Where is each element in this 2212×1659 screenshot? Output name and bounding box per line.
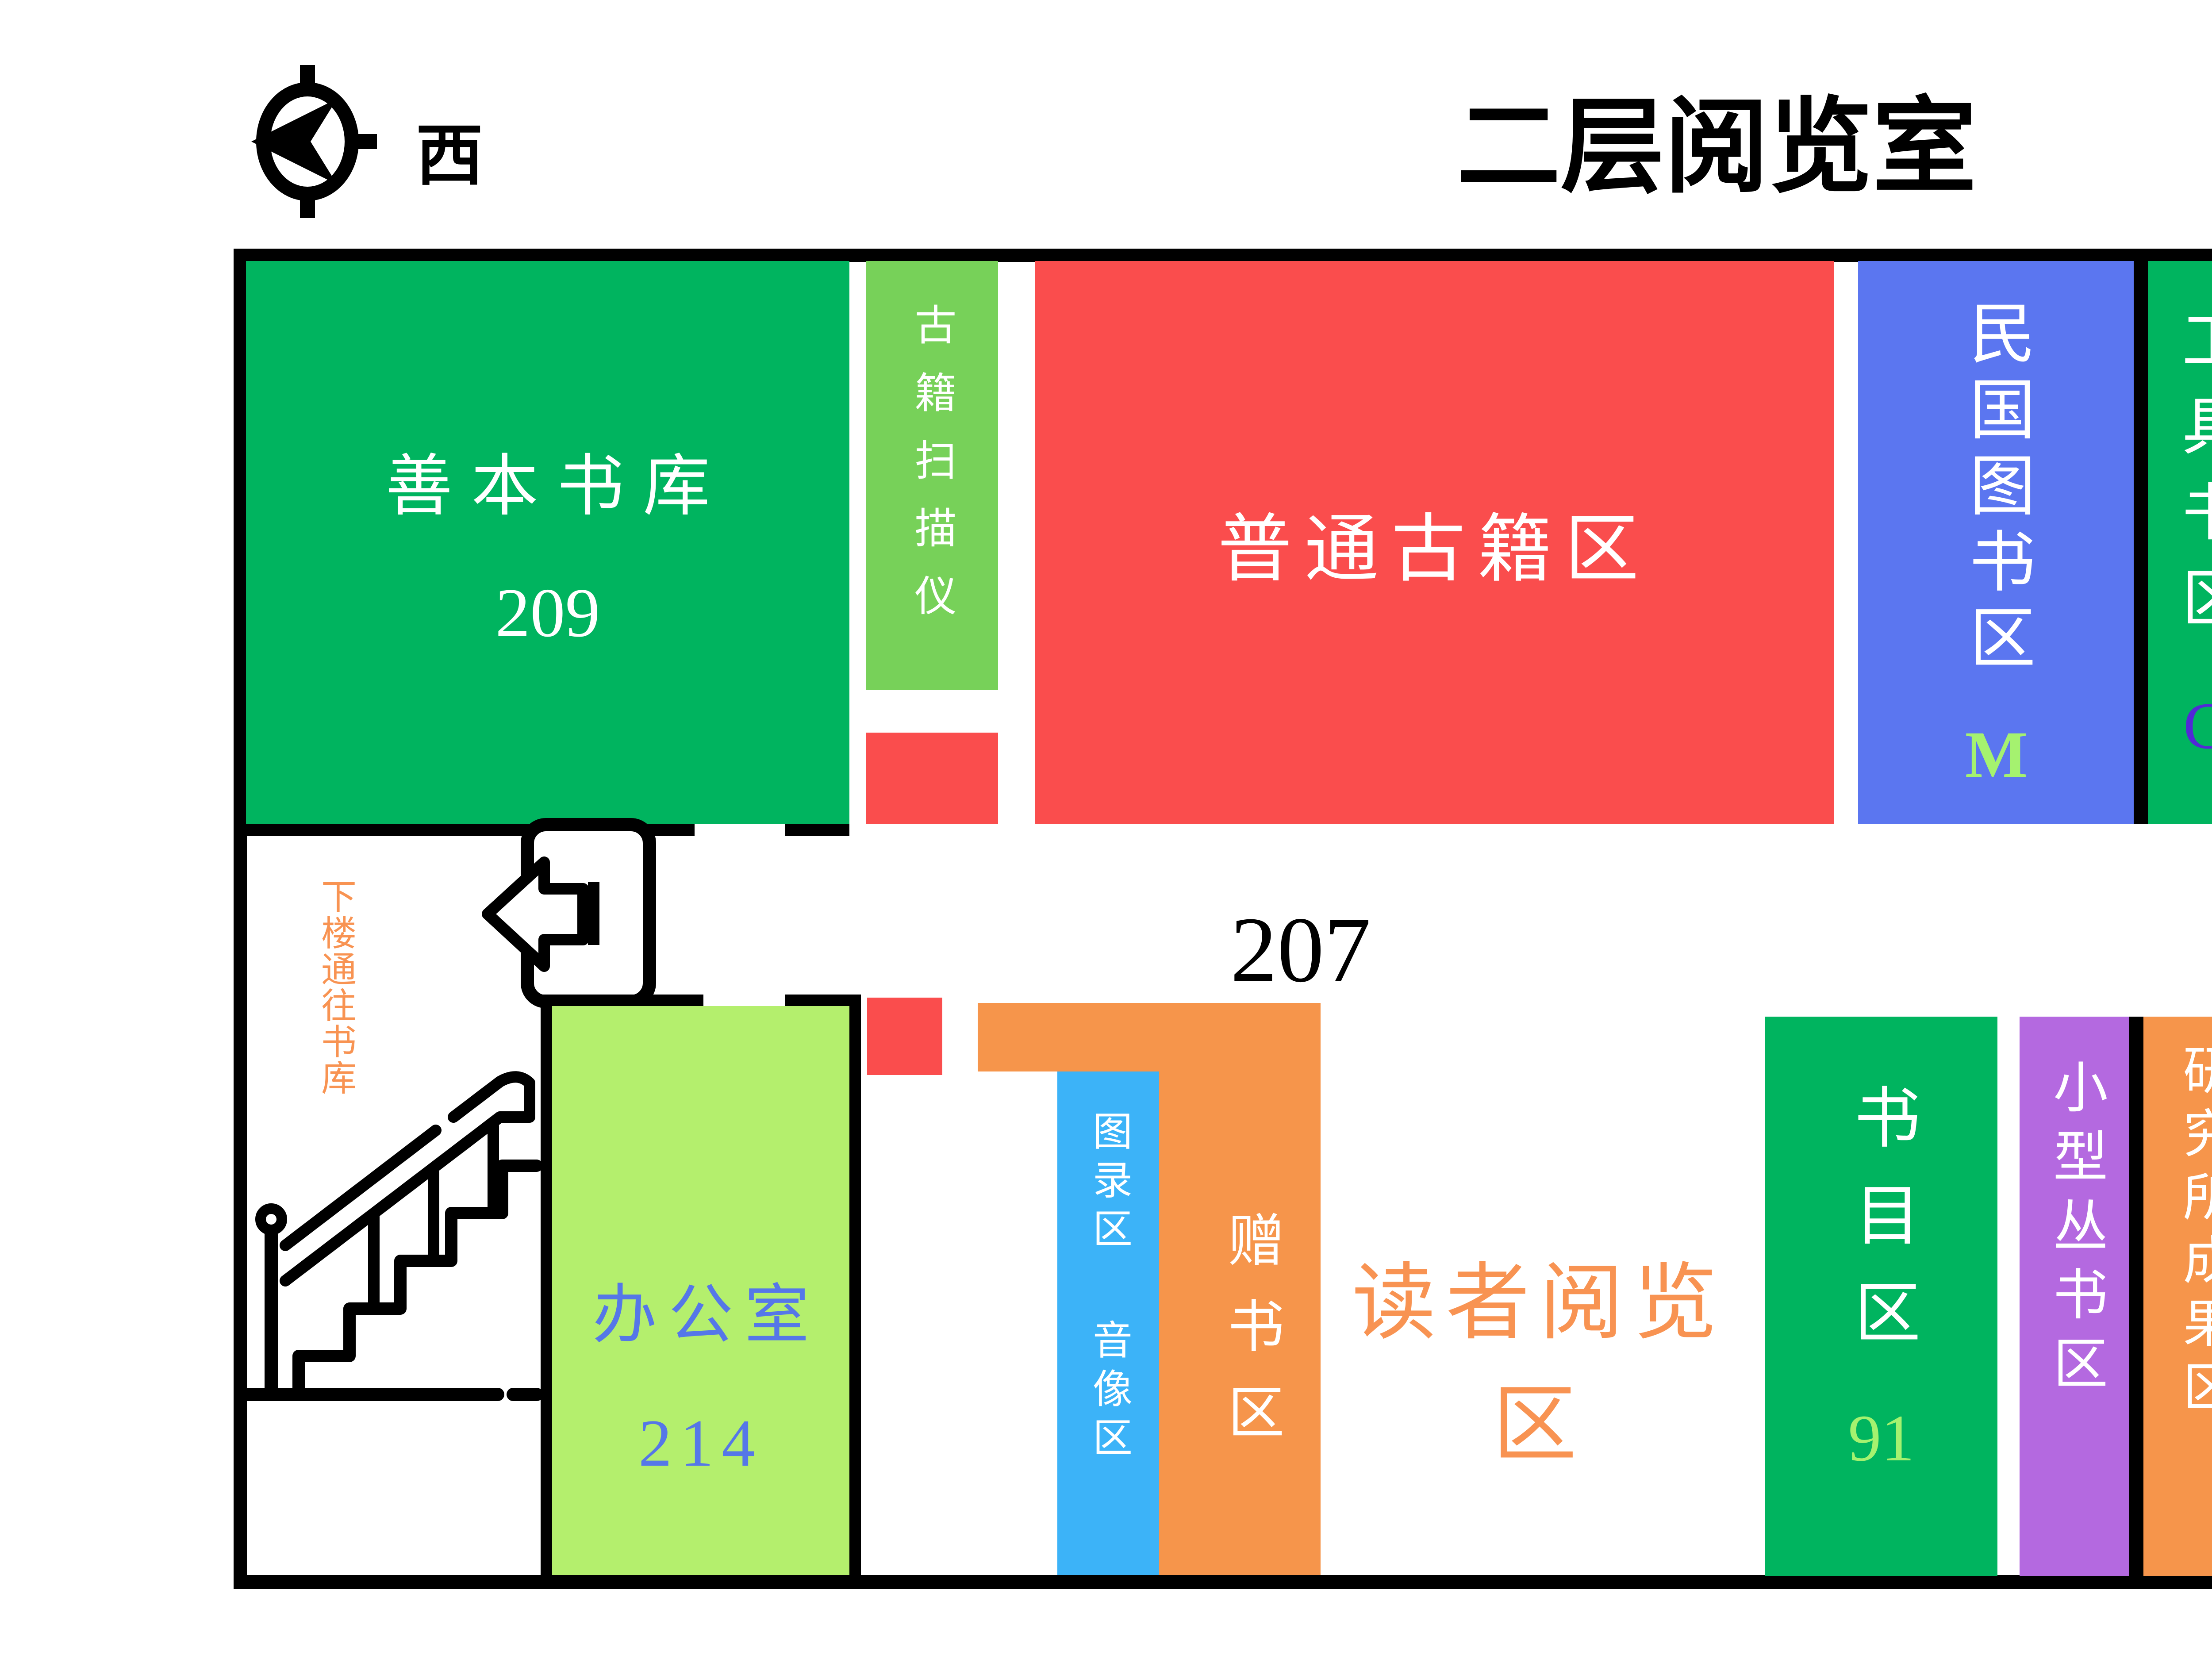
wall-office-right: [849, 995, 861, 1575]
area-label: 下楼通往书库: [316, 878, 355, 1096]
area-label: 办公室: [592, 1279, 821, 1351]
door-icon-left: [482, 818, 656, 1008]
class-code: G: [2183, 689, 2212, 763]
corridor-room-207: 207: [1230, 898, 1371, 1002]
wall-rare-books-bottom-stub: [785, 824, 849, 836]
area-label: 小型丛书区: [2045, 1059, 2105, 1404]
wall-office-left: [541, 995, 552, 1575]
area-office: 办公室 214: [552, 1006, 849, 1575]
shelf-block-red-bottom: [867, 998, 942, 1075]
area-institute-achievements: 研究所成果区: [2143, 1017, 2212, 1576]
area-label: 普通古籍区: [1217, 508, 1651, 591]
area-label: 古籍扫描仪: [908, 303, 956, 641]
area-republican-books: 民国图书区 M: [1858, 261, 2135, 824]
class-code: M: [1965, 718, 2028, 791]
area-reference-1: 工具书区 G: [2148, 261, 2212, 824]
area-small-series: 小型丛书区: [2020, 1017, 2130, 1576]
area-label: 工具书区: [2172, 307, 2212, 651]
area-label: 读者阅览区: [1352, 1257, 1727, 1472]
wall-office-top-left: [541, 995, 703, 1006]
room-number: 209: [495, 574, 600, 652]
area-ordinary-ancient-books: 普通古籍区: [1035, 261, 1834, 824]
area-ancient-scanner: 古籍扫描仪: [866, 261, 998, 690]
area-label: 民国图书区: [1959, 299, 2033, 679]
area-reader-left: 读者阅览区: [1318, 1234, 1761, 1478]
shelf-block-red-top: [866, 733, 998, 824]
area-label: 善本书库: [385, 449, 729, 524]
stairs-note-text: 下楼通往书库: [310, 878, 355, 1108]
donated-books-notch: [978, 1071, 1057, 1575]
wall-mid-bottom: [2129, 1017, 2143, 1576]
area-bibliography: 书目区 91: [1765, 1017, 1997, 1576]
area-catalog-av: 图录区 音像区: [1057, 1071, 1159, 1575]
wall-left: [234, 249, 247, 1589]
area-label-line2: 音像区: [1087, 1319, 1130, 1465]
area-label: 赠书区: [1219, 1211, 1282, 1468]
area-label: 书目区: [1844, 1083, 1918, 1375]
area-label: 研究所成果区: [2175, 1043, 2212, 1423]
page-title: 二层阅览室: [1456, 90, 1977, 205]
wall-bottom: [234, 1575, 2212, 1589]
class-code: 91: [1848, 1402, 1915, 1475]
wall-top: [234, 249, 2212, 262]
room-number: 214: [638, 1406, 763, 1480]
stairs-icon: [241, 1071, 542, 1401]
compass-west-label: 西: [416, 119, 483, 193]
area-rare-books-stack: 善本书库 209: [246, 261, 849, 824]
wall-mid-top: [2134, 261, 2148, 824]
area-label-line1: 图录区: [1087, 1110, 1130, 1256]
wall-office-top-right: [785, 995, 861, 1006]
compass-icon: [251, 65, 377, 218]
